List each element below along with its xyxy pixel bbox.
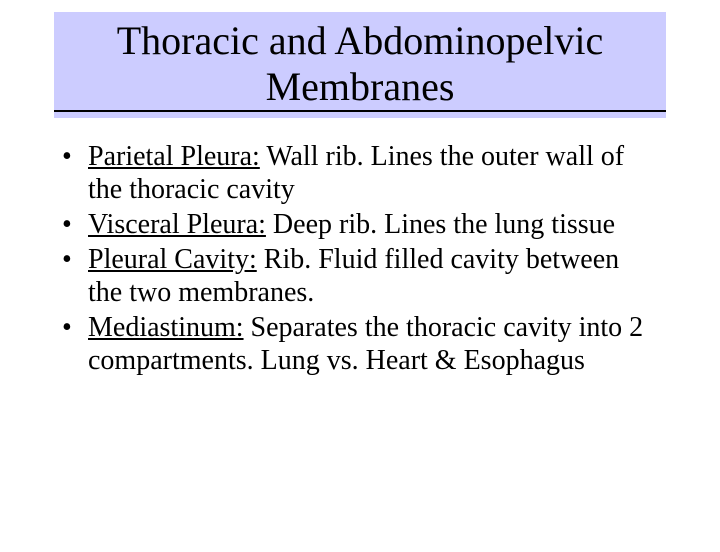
term: Pleural Cavity:: [88, 244, 257, 275]
title-line-1: Thoracic and Abdominopelvic: [117, 18, 604, 63]
slide-body: Parietal Pleura: Wall rib. Lines the out…: [60, 140, 660, 377]
bullet-list: Parietal Pleura: Wall rib. Lines the out…: [60, 140, 660, 377]
list-item: Visceral Pleura: Deep rib. Lines the lun…: [60, 208, 660, 241]
term: Visceral Pleura:: [88, 209, 266, 240]
term: Parietal Pleura:: [88, 141, 260, 172]
slide-title: Thoracic and Abdominopelvic Membranes: [54, 18, 666, 112]
title-line-2: Membranes: [266, 64, 455, 109]
list-item: Parietal Pleura: Wall rib. Lines the out…: [60, 140, 660, 206]
list-item: Mediastinum: Separates the thoracic cavi…: [60, 311, 660, 377]
list-item: Pleural Cavity: Rib. Fluid filled cavity…: [60, 243, 660, 309]
title-band: Thoracic and Abdominopelvic Membranes: [54, 12, 666, 118]
term: Mediastinum:: [88, 312, 244, 343]
definition: Deep rib. Lines the lung tissue: [266, 209, 615, 240]
